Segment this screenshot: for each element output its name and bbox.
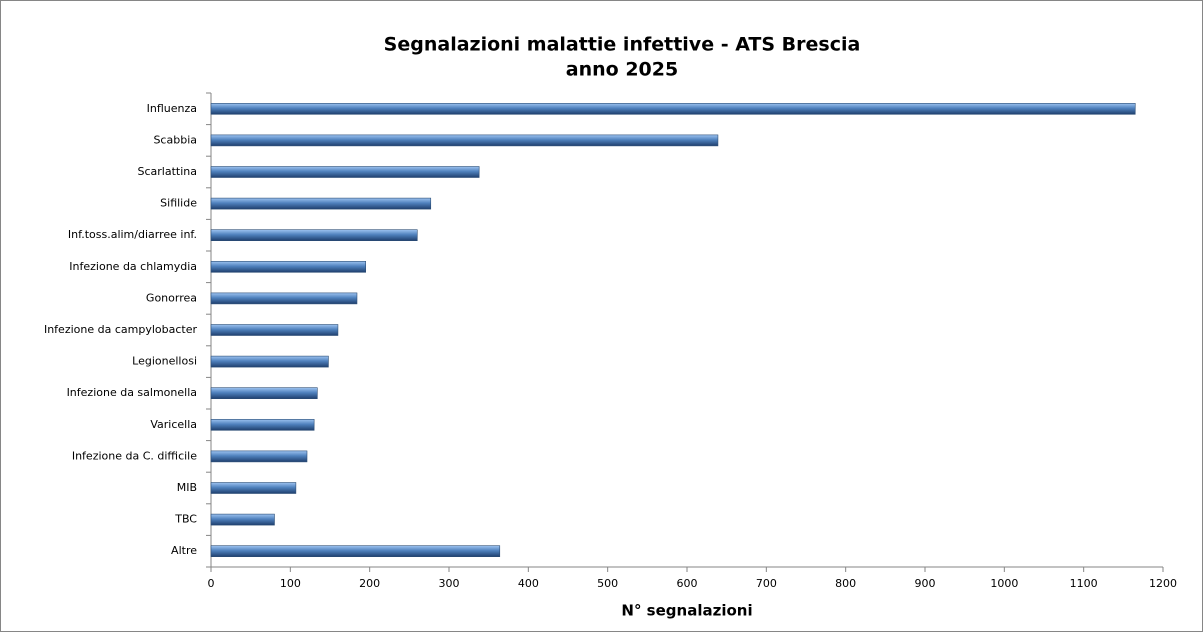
bar	[210, 166, 480, 178]
y-tick-label: Scarlattina	[138, 165, 198, 178]
x-tick-label: 500	[597, 577, 618, 590]
bar	[210, 450, 308, 463]
bar	[210, 513, 275, 526]
bar	[210, 103, 1136, 115]
bar	[210, 197, 432, 210]
x-tick-label: 300	[439, 577, 460, 590]
x-tick-label: 1200	[1149, 577, 1177, 590]
y-tick-label: Infezione da C. difficile	[72, 449, 197, 462]
y-tick-label: Gonorrea	[146, 291, 197, 304]
bar	[210, 355, 329, 368]
bar	[210, 134, 719, 147]
bar	[210, 418, 315, 431]
x-tick-label: 1100	[1070, 577, 1098, 590]
y-tick-label: Scabbia	[153, 133, 197, 146]
y-tick-label: Varicella	[150, 418, 197, 431]
chart-title: Segnalazioni malattie infettive - ATS Br…	[384, 34, 861, 56]
y-tick-label: Infezione da chlamydia	[69, 260, 197, 273]
y-tick-label: MIB	[177, 481, 197, 494]
y-tick-label: Infezione da salmonella	[67, 386, 197, 399]
y-tick-label: Sifilide	[160, 197, 197, 210]
bar	[210, 229, 418, 241]
x-tick-label: 900	[915, 577, 936, 590]
x-tick-label: 200	[359, 577, 380, 590]
x-tick-label: 700	[756, 577, 777, 590]
bar	[210, 324, 339, 336]
x-axis-label: N° segnalazioni	[621, 602, 752, 620]
x-tick-label: 0	[208, 577, 215, 590]
bar	[210, 545, 501, 558]
x-tick-label: 100	[280, 577, 301, 590]
bar	[210, 292, 358, 305]
chart-subtitle: anno 2025	[566, 59, 678, 81]
x-tick-label: 600	[677, 577, 698, 590]
y-tick-label: Inf.toss.alim/diarree inf.	[68, 228, 197, 241]
y-tick-label: Altre	[171, 544, 197, 557]
y-tick-label: TBC	[174, 513, 197, 526]
x-tick-label: 400	[518, 577, 539, 590]
x-tick-label: 800	[835, 577, 856, 590]
y-tick-label: Legionellosi	[132, 355, 197, 368]
y-tick-label: Infezione da campylobacter	[44, 323, 198, 336]
x-tick-label: 1000	[990, 577, 1018, 590]
bar	[210, 260, 366, 273]
y-tick-label: Influenza	[147, 102, 197, 115]
bar	[210, 482, 297, 494]
bar	[210, 387, 318, 400]
